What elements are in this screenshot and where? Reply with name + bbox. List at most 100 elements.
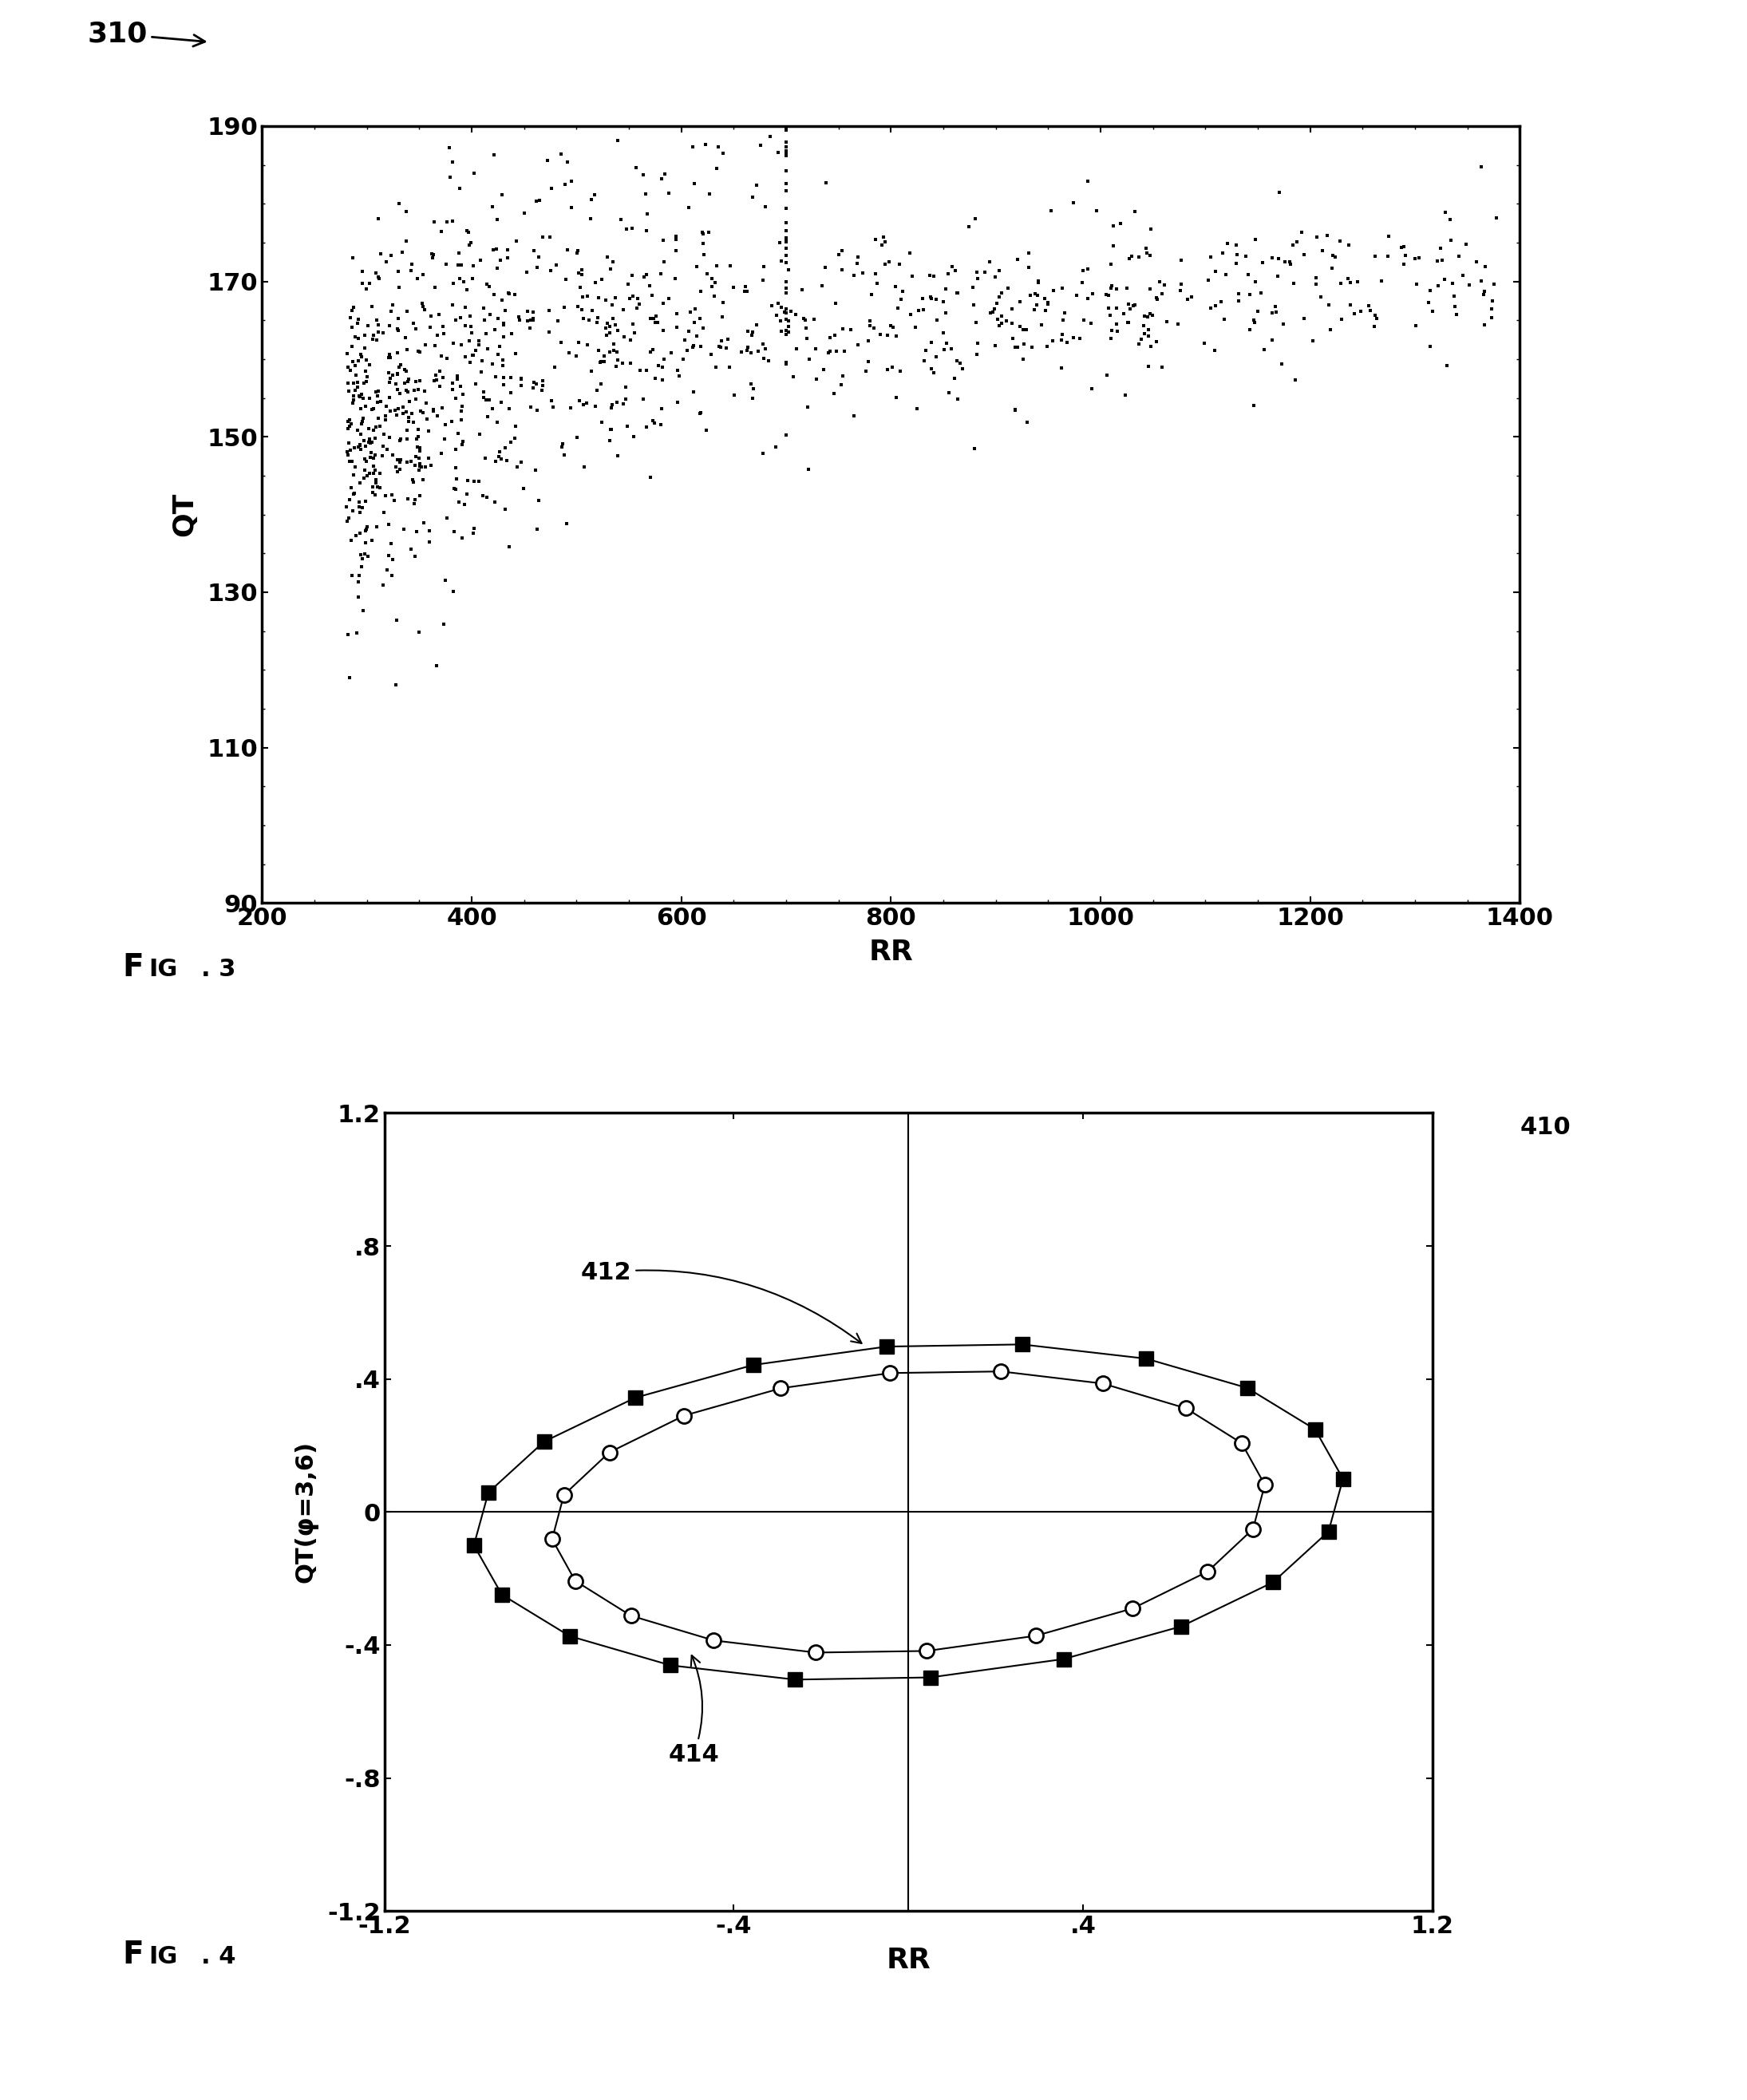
Point <box>458 262 486 296</box>
Point <box>552 262 580 296</box>
Point <box>362 454 390 487</box>
Point <box>676 105 704 139</box>
Point <box>772 78 800 111</box>
Point <box>510 472 538 506</box>
Point <box>536 220 564 254</box>
Point <box>1335 229 1363 262</box>
Point <box>409 464 437 498</box>
Point <box>594 239 622 273</box>
Point <box>756 120 784 153</box>
Point <box>1074 164 1102 197</box>
Point <box>1031 281 1059 315</box>
Point <box>447 391 475 424</box>
Point <box>1315 288 1343 321</box>
Point <box>503 225 531 258</box>
Point <box>342 615 370 649</box>
Point <box>1197 292 1225 326</box>
Point <box>335 662 363 695</box>
Point <box>395 401 423 435</box>
Point <box>1148 351 1176 384</box>
Point <box>1113 271 1141 304</box>
Point <box>922 281 950 315</box>
Point <box>519 233 547 267</box>
Point <box>402 382 430 416</box>
Point <box>767 315 795 349</box>
Point <box>802 363 830 397</box>
Point <box>393 225 421 258</box>
Point <box>1078 372 1106 405</box>
Point <box>491 430 519 464</box>
Point <box>374 355 402 388</box>
Point <box>1003 244 1031 277</box>
Point <box>583 300 611 334</box>
Point <box>484 302 512 336</box>
Point <box>451 290 479 323</box>
Point <box>1223 246 1251 279</box>
Point <box>715 321 742 355</box>
Point <box>554 145 582 178</box>
Point <box>365 374 393 407</box>
Point <box>690 237 718 271</box>
Point <box>1258 323 1286 357</box>
Point <box>599 334 627 367</box>
Point <box>486 435 514 468</box>
Point <box>367 470 395 504</box>
Point <box>1137 330 1165 363</box>
Point <box>929 317 957 351</box>
Point <box>416 414 444 447</box>
Point <box>856 309 884 342</box>
Point <box>767 290 795 323</box>
Point <box>381 483 409 517</box>
Point <box>393 376 421 409</box>
Point <box>1019 330 1046 363</box>
Point <box>351 538 379 571</box>
Text: F: F <box>122 1940 143 1970</box>
Point <box>344 321 372 355</box>
Point <box>874 319 901 353</box>
Point <box>1136 273 1164 307</box>
Point <box>452 273 480 307</box>
Point <box>943 382 971 416</box>
Point <box>435 130 463 164</box>
Point <box>405 441 433 475</box>
Point <box>772 237 800 271</box>
Point <box>344 370 372 403</box>
Point <box>1240 307 1268 340</box>
Point <box>1478 300 1506 334</box>
Point <box>1134 313 1162 347</box>
Point <box>384 271 412 304</box>
Point <box>356 422 384 456</box>
Point <box>519 302 547 336</box>
Point <box>393 422 421 456</box>
Point <box>507 367 535 401</box>
Point <box>943 275 971 309</box>
Point <box>344 344 372 378</box>
Point <box>349 254 377 288</box>
Point <box>444 416 472 449</box>
Point <box>344 378 372 412</box>
Point <box>998 307 1025 340</box>
Point <box>624 281 652 315</box>
Point <box>1415 286 1443 319</box>
Point <box>613 212 641 246</box>
Point <box>985 254 1013 288</box>
Point <box>445 237 473 271</box>
Point <box>522 185 550 218</box>
Point <box>1314 218 1342 252</box>
Point <box>772 130 800 164</box>
Point <box>402 365 430 399</box>
Point <box>362 439 390 472</box>
Point <box>709 286 737 319</box>
Point <box>461 464 489 498</box>
Point <box>428 391 456 424</box>
Point <box>430 422 458 456</box>
Point <box>398 397 426 430</box>
Point <box>404 262 432 296</box>
Point <box>1433 349 1460 382</box>
Point <box>737 367 765 401</box>
Point <box>376 365 404 399</box>
Point <box>393 365 421 399</box>
Point <box>772 126 800 160</box>
Point <box>519 296 547 330</box>
Point <box>1164 307 1191 340</box>
